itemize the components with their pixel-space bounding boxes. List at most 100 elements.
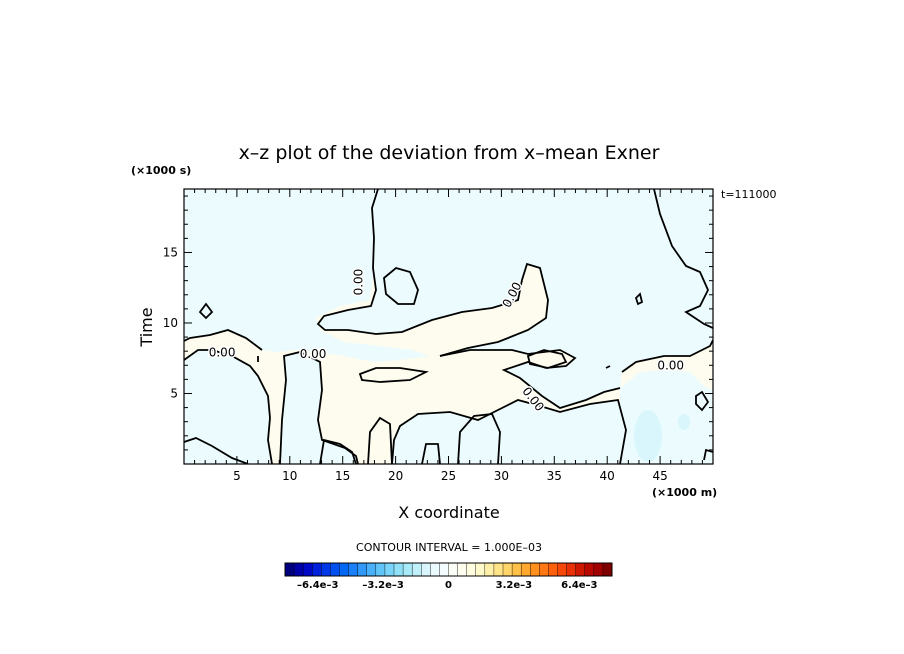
chart-title: x–z plot of the deviation from x–mean Ex…: [239, 142, 660, 164]
contour-interval-label: CONTOUR INTERVAL = 1.000E–03: [356, 541, 542, 554]
negative-region-right: [620, 370, 713, 464]
colorbar: [284, 562, 613, 577]
colorbar-swatch: [593, 562, 604, 577]
colorbar-swatch: [557, 562, 568, 577]
contour-field: [184, 189, 713, 464]
svg-text:0.00: 0.00: [657, 358, 684, 372]
colorbar-swatch: [575, 562, 586, 577]
y-tick-label: 5: [170, 386, 178, 400]
colorbar-swatch: [348, 562, 359, 577]
contour-line: [184, 349, 273, 464]
colorbar-tick-label: 6.4e–3: [561, 580, 597, 591]
x-tick-label: 25: [441, 469, 456, 483]
contour-line: [391, 398, 627, 464]
colorbar-swatch: [302, 562, 313, 577]
colorbar-tick-label: 0: [445, 580, 452, 591]
contour-label: 0.00: [350, 267, 367, 297]
colorbar-swatch: [284, 562, 295, 577]
contour-line: [653, 189, 713, 329]
contour-line: [703, 448, 713, 461]
contour-line: [367, 416, 393, 464]
colorbar-swatch: [430, 562, 440, 577]
colorbar-swatch: [357, 562, 368, 577]
negative-region-lower-mid: [392, 400, 626, 464]
contour-line: [358, 367, 429, 383]
colorbar-swatch: [484, 562, 495, 577]
colorbar-swatch: [411, 562, 422, 577]
colorbar-swatch: [448, 562, 459, 577]
contour-label: 0.00: [656, 357, 686, 374]
colorbar-swatch: [457, 562, 468, 577]
colorbar-swatch: [321, 562, 331, 577]
y-tick-label: 15: [163, 245, 178, 259]
x-tick-label: 30: [494, 469, 509, 483]
colorbar-swatch: [375, 562, 386, 577]
contour-label: 0.00: [207, 344, 237, 361]
colorbar-swatch: [293, 562, 304, 577]
colorbar-labels: –6.4e–3 –3.2e–3 0 3.2e–3 6.4e–3: [297, 580, 598, 591]
x-tick-label: 5: [233, 469, 241, 483]
colorbar-swatch: [402, 562, 413, 577]
contour-line: [621, 339, 713, 373]
colorbar-swatch: [312, 562, 322, 577]
colorbar-swatch: [548, 562, 559, 577]
colorbar-swatch: [566, 562, 577, 577]
time-label: t=111000: [721, 188, 777, 201]
colorbar-tick-label: –6.4e–3: [297, 580, 338, 591]
y-tick-labels: 5 10 15: [163, 245, 178, 400]
x-unit-label: (×1000 m): [652, 486, 717, 499]
colorbar-frame: [284, 562, 613, 577]
colorbar-swatch: [466, 562, 477, 577]
colorbar-tick-label: 3.2e–3: [496, 580, 532, 591]
colorbar-swatch: [520, 562, 531, 577]
colorbar-swatch: [539, 562, 549, 577]
contour-lines: [184, 189, 713, 464]
colorbar-swatch: [502, 562, 513, 577]
contour-line: [184, 329, 263, 351]
colorbar-swatch: [602, 562, 613, 577]
x-tick-label: 40: [600, 469, 615, 483]
x-tick-label: 45: [652, 469, 667, 483]
colorbar-swatch: [530, 562, 540, 577]
y-axis-label: Time: [137, 307, 156, 347]
x-tick-label: 10: [282, 469, 297, 483]
svg-text:0.00: 0.00: [300, 347, 327, 361]
contour-line: [383, 267, 419, 305]
colorbar-swatch: [330, 562, 340, 577]
x-tick-label: 15: [335, 469, 350, 483]
colorbar-swatch: [339, 562, 350, 577]
colorbar-tick-label: –3.2e–3: [362, 580, 403, 591]
contour-line: [634, 292, 644, 306]
contour-line: [695, 390, 710, 412]
x-tick-label: 20: [388, 469, 403, 483]
strong-negative-blob: [634, 410, 662, 462]
colorbar-swatch: [421, 562, 431, 577]
colorbar-swatch: [511, 562, 522, 577]
y-unit-label: (×1000 s): [131, 164, 191, 177]
x-tick-labels: 5 10 15 20 25 30 35 40 45: [233, 469, 668, 483]
colorbar-swatch: [366, 562, 377, 577]
x-axis-label: X coordinate: [398, 503, 499, 522]
contour-line: [605, 365, 611, 369]
y-tick-label: 10: [163, 316, 178, 330]
colorbar-swatch: [393, 562, 404, 577]
colorbar-swatch: [493, 562, 504, 577]
colorbar-swatch: [584, 562, 595, 577]
negative-region: [184, 189, 713, 408]
colorbar-swatch: [439, 562, 449, 577]
negative-region-lower: [184, 350, 272, 464]
x-tick-label: 35: [547, 469, 562, 483]
contour-line: [316, 189, 549, 357]
axis-ticks: [184, 189, 713, 464]
svg-text:0.00: 0.00: [209, 346, 236, 360]
contour-label: 0.00: [298, 346, 328, 363]
contour-line: [198, 302, 214, 320]
svg-text:0.00: 0.00: [352, 269, 366, 296]
strong-negative-blob-2: [678, 414, 690, 430]
colorbar-swatch: [475, 562, 486, 577]
contour-line: [421, 443, 441, 464]
colorbar-swatch: [384, 562, 395, 577]
contour-line: [319, 438, 357, 464]
contour-line: [526, 349, 568, 369]
